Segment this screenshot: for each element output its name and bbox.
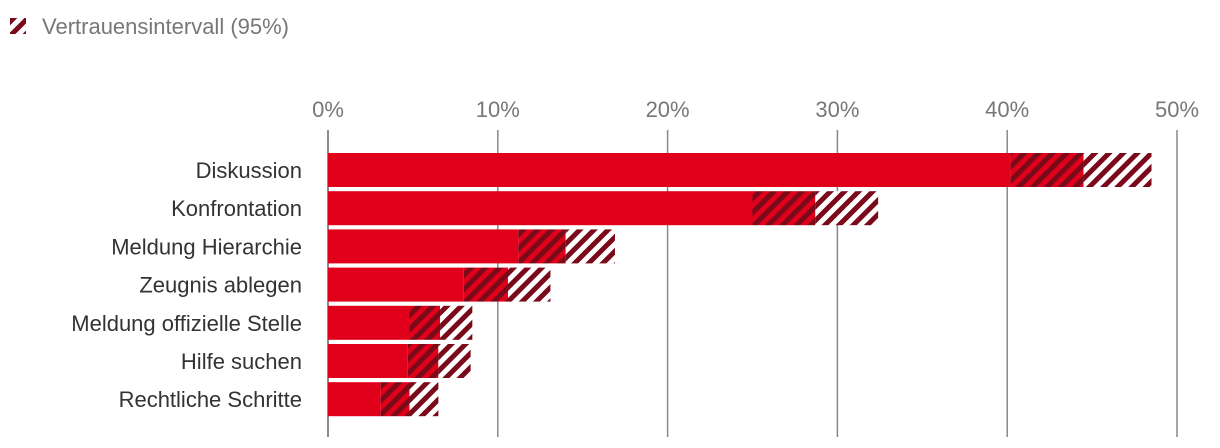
ci-upper-segment: [507, 267, 551, 302]
bar: [328, 382, 381, 417]
ci-lower-segment: [752, 191, 816, 226]
ci-lower-segment: [518, 229, 566, 264]
x-tick-label: 20%: [646, 97, 690, 122]
ci-upper-segment: [565, 229, 615, 264]
ci-lower-segment: [409, 305, 441, 340]
category-label: Meldung Hierarchie: [111, 234, 302, 259]
legend-label: Vertrauensintervall (95%): [42, 14, 289, 39]
bar: [328, 229, 519, 264]
bar: [328, 344, 408, 378]
ci-upper-segment: [1083, 153, 1152, 187]
legend-swatch: [10, 18, 26, 34]
x-tick-label: 0%: [312, 97, 344, 122]
ci-upper-segment: [409, 382, 439, 417]
bars: [328, 153, 1152, 417]
ci-lower-segment: [407, 344, 439, 378]
ci-upper-segment: [815, 191, 879, 226]
bar: [328, 305, 410, 340]
ci-upper-segment: [438, 344, 471, 378]
bar: [328, 267, 464, 302]
legend: Vertrauensintervall (95%): [10, 14, 289, 39]
ci-lower-segment: [1010, 153, 1084, 187]
category-label: Hilfe suchen: [181, 349, 302, 374]
bar: [328, 153, 1011, 187]
x-tick-label: 10%: [476, 97, 520, 122]
x-tick-label: 40%: [985, 97, 1029, 122]
category-label: Konfrontation: [171, 196, 302, 221]
category-label: Zeugnis ablegen: [139, 273, 302, 298]
category-labels: Diskussion Konfrontation Meldung Hierarchi…: [71, 158, 302, 412]
x-tick-label: 30%: [815, 97, 859, 122]
x-axis-ticks: 0% 10% 20% 30% 40% 50%: [312, 97, 1199, 122]
ci-upper-segment: [440, 305, 473, 340]
ci-lower-segment: [463, 267, 508, 302]
category-label: Rechtliche Schritte: [119, 387, 302, 412]
bar: [328, 191, 753, 226]
x-tick-label: 50%: [1155, 97, 1199, 122]
category-label: Meldung offizielle Stelle: [71, 311, 302, 336]
ci-lower-segment: [380, 382, 410, 417]
category-label: Diskussion: [196, 158, 302, 183]
